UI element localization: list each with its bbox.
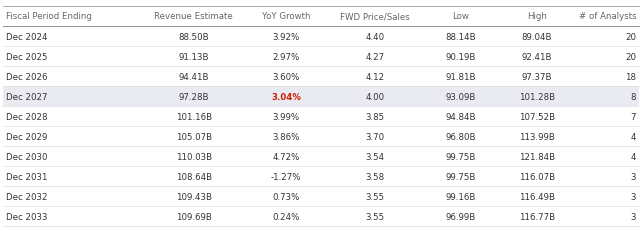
Text: -1.27%: -1.27% [271,172,301,181]
Text: 3: 3 [630,172,636,181]
Text: 4: 4 [630,132,636,141]
Text: 110.03B: 110.03B [176,152,212,161]
Text: 99.16B: 99.16B [445,192,476,201]
Text: 113.99B: 113.99B [519,132,555,141]
Text: 18: 18 [625,72,636,81]
Text: Dec 2027: Dec 2027 [6,92,47,101]
Text: 3.70: 3.70 [365,132,385,141]
Text: 116.07B: 116.07B [519,172,555,181]
Text: 2.97%: 2.97% [273,52,300,61]
Text: Low: Low [452,12,469,21]
Text: 92.41B: 92.41B [522,52,552,61]
Bar [3,87,639,107]
Text: 20: 20 [625,32,636,41]
Text: # of Analysts: # of Analysts [579,12,636,21]
Text: 3.55: 3.55 [365,212,385,221]
Text: 8: 8 [630,92,636,101]
Text: 20: 20 [625,52,636,61]
Text: 3.92%: 3.92% [273,32,300,41]
Text: 3.85: 3.85 [365,112,385,121]
Text: Dec 2024: Dec 2024 [6,32,47,41]
Text: Dec 2031: Dec 2031 [6,172,47,181]
Text: Dec 2032: Dec 2032 [6,192,47,201]
Text: 4.12: 4.12 [365,72,385,81]
Text: 4.00: 4.00 [365,92,385,101]
Text: 3.54: 3.54 [365,152,385,161]
Text: 0.24%: 0.24% [272,212,300,221]
Text: YoY Growth: YoY Growth [262,12,310,21]
Text: 107.52B: 107.52B [519,112,555,121]
Text: 105.07B: 105.07B [176,132,212,141]
Text: 91.13B: 91.13B [179,52,209,61]
Text: 91.81B: 91.81B [445,72,476,81]
Text: 97.37B: 97.37B [522,72,552,81]
Text: 89.04B: 89.04B [522,32,552,41]
Text: 116.77B: 116.77B [519,212,555,221]
Text: Dec 2030: Dec 2030 [6,152,47,161]
Text: 109.43B: 109.43B [176,192,212,201]
Text: 0.73%: 0.73% [272,192,300,201]
Text: 7: 7 [630,112,636,121]
Text: 101.16B: 101.16B [176,112,212,121]
Text: 4: 4 [630,152,636,161]
Text: 96.80B: 96.80B [445,132,476,141]
Text: Revenue Estimate: Revenue Estimate [154,12,233,21]
Text: 3.55: 3.55 [365,192,385,201]
Text: 88.50B: 88.50B [179,32,209,41]
Text: 3.60%: 3.60% [272,72,300,81]
Text: 3: 3 [630,192,636,201]
Text: 99.75B: 99.75B [445,172,476,181]
Text: 94.41B: 94.41B [179,72,209,81]
Text: Dec 2026: Dec 2026 [6,72,47,81]
Text: 121.84B: 121.84B [519,152,555,161]
Text: 4.27: 4.27 [365,52,385,61]
Text: 108.64B: 108.64B [176,172,212,181]
Text: 93.09B: 93.09B [445,92,476,101]
Text: 4.72%: 4.72% [272,152,300,161]
Text: 97.28B: 97.28B [179,92,209,101]
Text: 109.69B: 109.69B [176,212,212,221]
Text: Dec 2025: Dec 2025 [6,52,47,61]
Text: 3.86%: 3.86% [272,132,300,141]
Text: 99.75B: 99.75B [445,152,476,161]
Text: Dec 2029: Dec 2029 [6,132,47,141]
Text: 96.99B: 96.99B [445,212,476,221]
Text: 94.84B: 94.84B [445,112,476,121]
Text: FWD Price/Sales: FWD Price/Sales [340,12,410,21]
Text: 3.04%: 3.04% [271,92,301,101]
Text: Fiscal Period Ending: Fiscal Period Ending [6,12,92,21]
Text: Dec 2028: Dec 2028 [6,112,47,121]
Text: High: High [527,12,547,21]
Text: Dec 2033: Dec 2033 [6,212,47,221]
Text: 116.49B: 116.49B [519,192,555,201]
Text: 101.28B: 101.28B [519,92,555,101]
Text: 3.58: 3.58 [365,172,385,181]
Text: 90.19B: 90.19B [445,52,476,61]
Text: 88.14B: 88.14B [445,32,476,41]
Text: 4.40: 4.40 [365,32,385,41]
Text: 3.99%: 3.99% [273,112,300,121]
Text: 3: 3 [630,212,636,221]
